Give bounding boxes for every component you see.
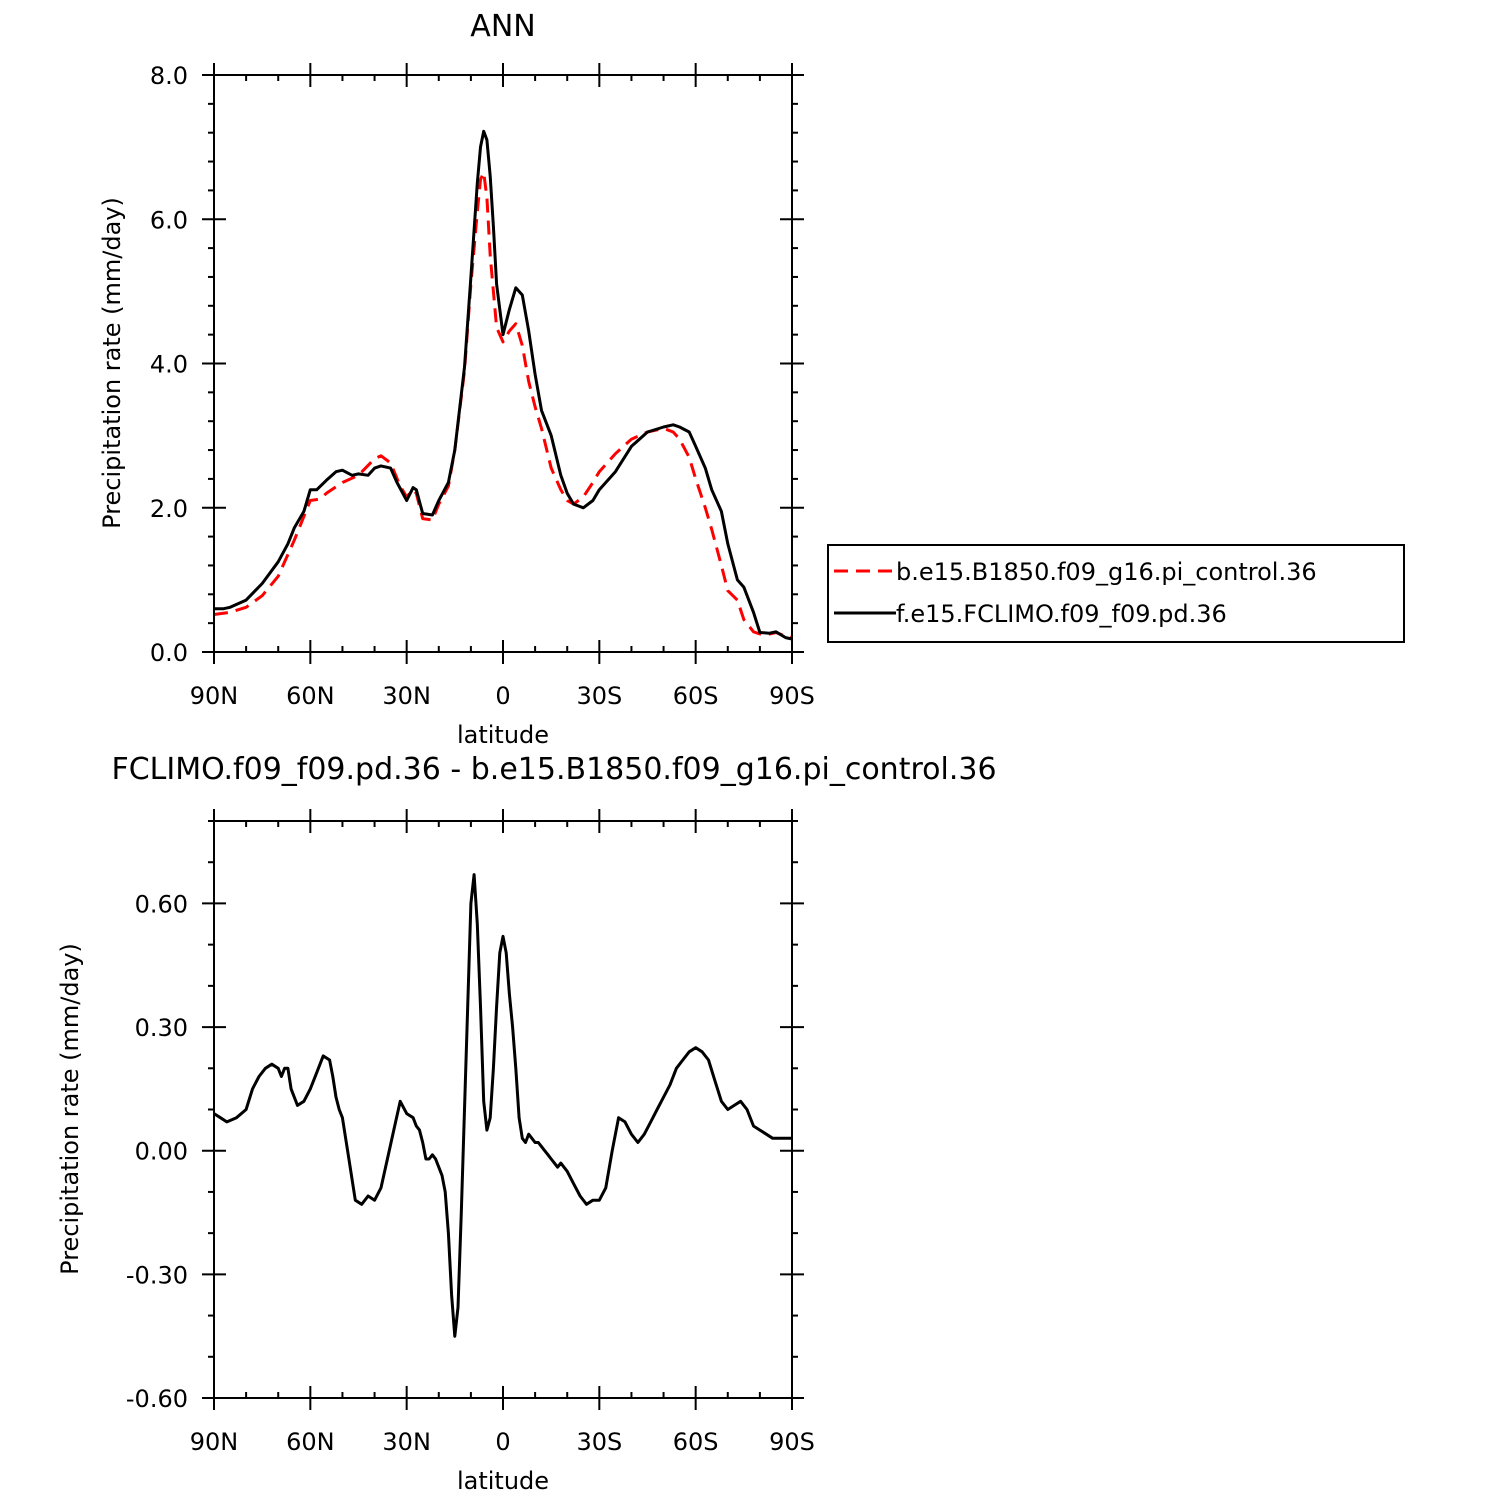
x-tick-label: 60S <box>673 1428 719 1456</box>
series-line-1 <box>213 170 793 640</box>
bottom-tick-labels: 90N 60N 30N 0 30S 60S 90S -0.60 -0.30 0.00 0.30 0.6… <box>126 890 815 1456</box>
x-tick-label: 90N <box>190 1428 239 1456</box>
bottom-series-lines <box>213 873 792 1338</box>
x-tick-label: 30S <box>576 682 622 710</box>
y-tick-label: 0.0 <box>150 639 188 667</box>
x-tick-label: 90S <box>769 1428 815 1456</box>
top-x-axis-label: latitude <box>457 721 549 749</box>
bottom-chart-title: FCLIMO.f09_f09.pd.36 - b.e15.B1850.f09_g… <box>111 752 996 787</box>
top-panel: ANN Precipitation rate (mm/day) latitude… <box>98 9 815 749</box>
series-line-2 <box>214 129 793 641</box>
legend-label-series-1: b.e15.B1850.f09_g16.pi_control.36 <box>896 558 1317 586</box>
y-tick-label: 0.60 <box>135 890 188 918</box>
y-tick-label: 6.0 <box>150 206 188 234</box>
legend-label-series-2: f.e15.FCLIMO.f09_f09.pd.36 <box>896 600 1227 628</box>
y-tick-label: -0.60 <box>126 1385 188 1413</box>
x-tick-label: 0 <box>495 1428 510 1456</box>
top-series-lines <box>213 129 793 641</box>
bottom-x-axis-label: latitude <box>457 1467 549 1495</box>
x-tick-label: 60N <box>286 682 335 710</box>
top-plot-frame <box>213 74 793 653</box>
x-tick-label: 30N <box>382 1428 431 1456</box>
top-chart-title: ANN <box>470 9 535 44</box>
y-tick-label: 0.00 <box>135 1138 188 1166</box>
y-tick-label: 2.0 <box>150 495 188 523</box>
x-tick-label: 30S <box>576 1428 622 1456</box>
x-tick-label: 0 <box>495 682 510 710</box>
bottom-plot-frame <box>213 820 793 1399</box>
x-tick-label: 30N <box>382 682 431 710</box>
bottom-panel: FCLIMO.f09_f09.pd.36 - b.e15.B1850.f09_g… <box>56 752 997 1495</box>
y-tick-label: -0.30 <box>126 1261 188 1289</box>
y-tick-label: 4.0 <box>150 351 188 379</box>
top-tick-labels: 90N 60N 30N 0 30S 60S 90S 0.0 2.0 4.0 6.0 8.0 <box>150 62 815 710</box>
legend-box <box>827 544 1405 643</box>
y-tick-label: 8.0 <box>150 62 188 90</box>
y-tick-label: 0.30 <box>135 1014 188 1042</box>
bottom-y-axis-label: Precipitation rate (mm/day) <box>56 943 84 1275</box>
x-tick-label: 90N <box>190 682 239 710</box>
top-y-axis-label: Precipitation rate (mm/day) <box>98 197 126 529</box>
x-tick-label: 60S <box>673 682 719 710</box>
x-tick-label: 90S <box>769 682 815 710</box>
legend: b.e15.B1850.f09_g16.pi_control.36 f.e15.… <box>827 544 1405 643</box>
series-line-1 <box>213 873 792 1338</box>
x-tick-label: 60N <box>286 1428 335 1456</box>
